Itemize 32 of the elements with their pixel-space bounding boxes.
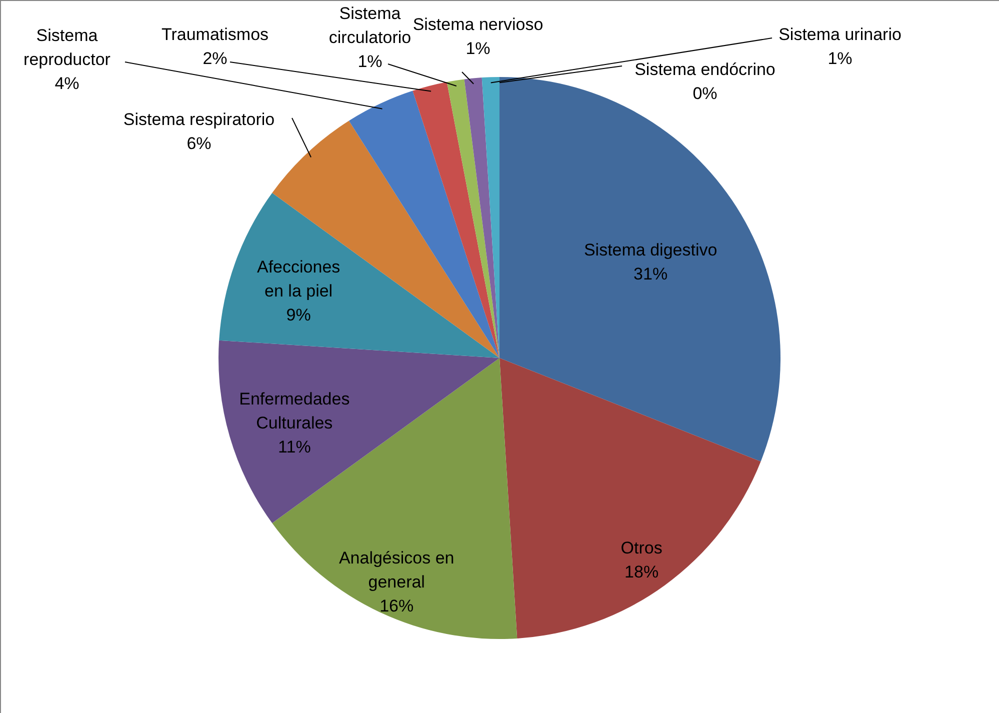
pie-slice: [500, 358, 761, 638]
slice-label: Sistema digestivo: [584, 240, 718, 260]
slice-label: Otros: [620, 538, 662, 558]
slice-label: Sistema reproductor: [24, 26, 111, 69]
data-label: 31%: [634, 264, 668, 284]
pie-slice: [464, 78, 500, 358]
slice-label: Traumatismos: [161, 25, 269, 44]
slice-label: Afecciones en la piel: [256, 258, 340, 301]
pie-slice: [219, 192, 500, 358]
data-label: 1%: [828, 49, 852, 68]
pie-slice: [218, 340, 500, 524]
text: 0%: [692, 84, 718, 103]
data-label: 11%: [278, 438, 311, 457]
data-label: 6%: [186, 134, 212, 153]
data-label: 1%: [358, 52, 382, 71]
data-label: 1%: [466, 39, 490, 58]
slice-label: Analgésicos en general: [338, 548, 454, 592]
data-label: 2%: [202, 49, 228, 68]
pie-slice: [348, 90, 500, 358]
data-label: 16%: [380, 596, 414, 616]
data-label: 4%: [54, 74, 80, 93]
slice-label: Sistema nervioso: [412, 15, 544, 34]
pie-slice: [412, 82, 500, 358]
pie-slice: [500, 77, 780, 462]
data-label: 9%: [286, 306, 311, 325]
data-label: 18%: [624, 562, 659, 582]
slice-label: Sistema circulatorio: [328, 4, 412, 47]
slice-label: Sistema urinario: [778, 25, 902, 44]
slice-label: Sistema respiratorio: [123, 110, 275, 129]
pie-slice: [446, 79, 500, 358]
slice-label: Enfermedades Culturales: [239, 390, 350, 433]
category-label: Sistema endócrino: [634, 60, 776, 79]
